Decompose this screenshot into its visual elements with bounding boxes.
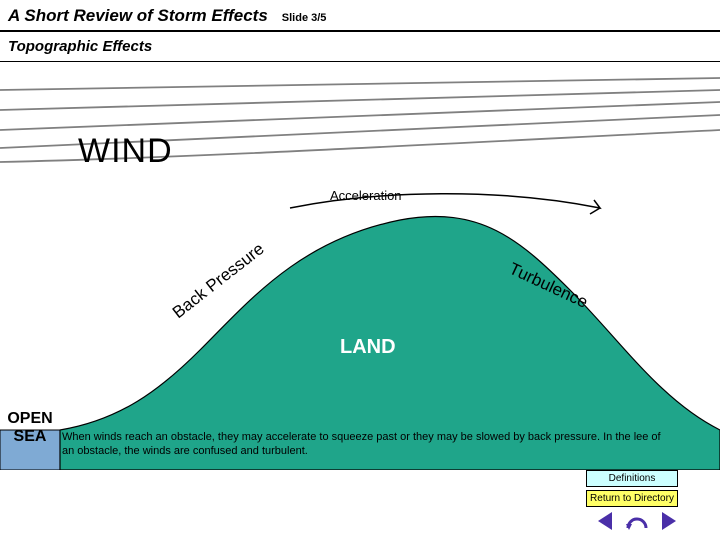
diagram-area: WIND Acceleration LAND Back Pressure Tur… (0, 70, 720, 470)
acceleration-label: Acceleration (330, 188, 402, 203)
definitions-button[interactable]: Definitions (586, 470, 678, 487)
main-title: A Short Review of Storm Effects (8, 6, 268, 26)
open-sea-line2: SEA (14, 428, 47, 445)
caption-text: When winds reach an obstacle, they may a… (62, 430, 672, 459)
acceleration-arrow (0, 70, 720, 470)
wind-label: WIND (78, 132, 173, 171)
open-sea-line1: OPEN (7, 410, 52, 427)
slide-number: Slide 3/5 (282, 12, 327, 24)
divider-top (0, 30, 720, 32)
nav-controls (594, 510, 680, 532)
home-icon[interactable] (624, 510, 650, 532)
land-label: LAND (340, 336, 396, 359)
next-icon[interactable] (656, 510, 680, 532)
open-sea-label: OPEN SEA (2, 410, 58, 445)
prev-icon[interactable] (594, 510, 618, 532)
subtitle: Topographic Effects (0, 38, 720, 59)
return-button[interactable]: Return to Directory (586, 490, 678, 507)
divider-sub (0, 61, 720, 62)
